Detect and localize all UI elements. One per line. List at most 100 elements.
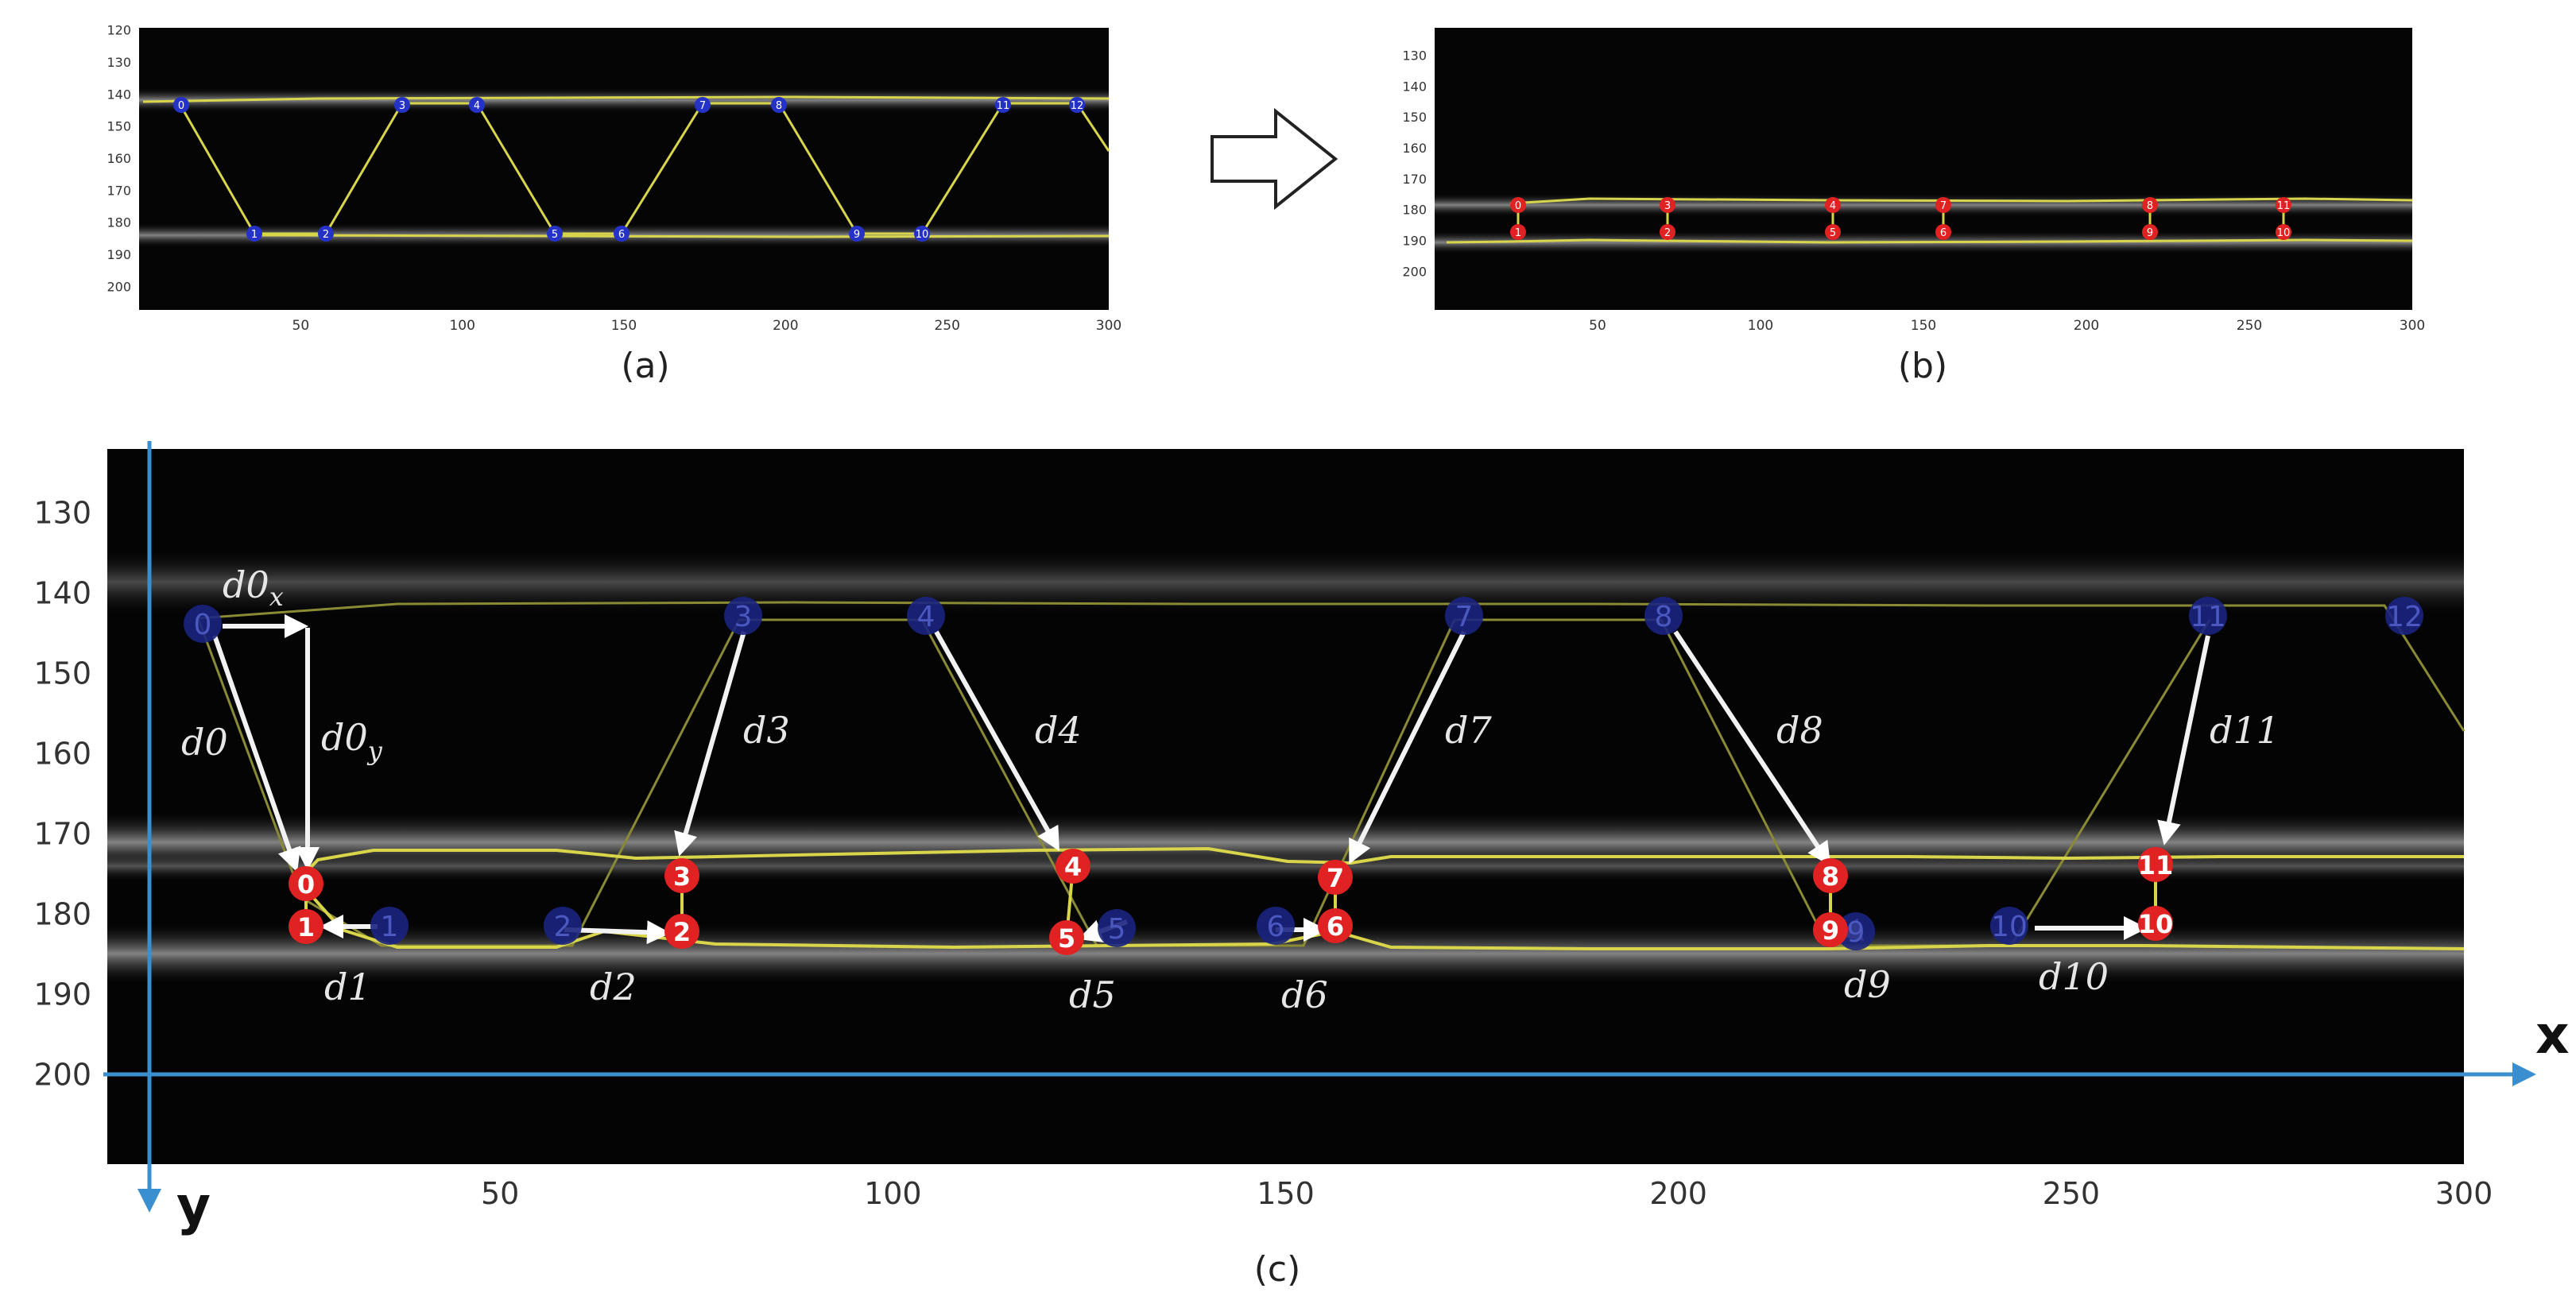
- panel-a-caption: (a): [621, 346, 669, 386]
- label-d0: d0: [181, 721, 228, 764]
- a-point-1: [246, 226, 262, 242]
- b-xtick-100: 100: [1748, 318, 1773, 334]
- panel-a-image: [139, 28, 1109, 310]
- b-point-label-9: 9: [2147, 227, 2153, 239]
- a-point-10: [914, 226, 930, 242]
- a-ytick-130: 130: [107, 55, 131, 70]
- label-d0y-main: d0: [321, 716, 368, 759]
- b-point-4: [1825, 197, 1841, 213]
- c-ytick-160: 160: [33, 736, 91, 771]
- a-point-3: [394, 97, 410, 113]
- c-blue-point-10-12: [1990, 907, 2028, 945]
- c-xtick-100: 100: [864, 1176, 922, 1211]
- b-point-label-6: 6: [1940, 227, 1947, 239]
- c-red-label-1: 1: [297, 912, 315, 942]
- a-point-7: [695, 97, 711, 113]
- a-point-label-7: 7: [699, 100, 706, 112]
- arrow-d4: [934, 630, 1059, 852]
- c-red-point-1: [289, 909, 323, 944]
- label-d3: d3: [743, 709, 790, 752]
- c-red-point-0: [289, 866, 323, 901]
- b-xtick-50: 50: [1589, 318, 1606, 334]
- c-red-label-10: 10: [2138, 909, 2174, 939]
- c-ytick-170: 170: [33, 816, 91, 851]
- c-ytick-180: 180: [33, 896, 91, 931]
- a-point-2: [318, 226, 334, 242]
- panel-c-distance-arrows: [212, 614, 2210, 945]
- panel-b-band-top: [1435, 193, 2412, 217]
- a-ytick-160: 160: [107, 151, 131, 166]
- b-ytick-140: 140: [1402, 79, 1427, 94]
- panel-c-band-4: [107, 850, 2464, 882]
- arrow-d2: [564, 920, 671, 945]
- c-blue-label-2-8: 2: [554, 911, 572, 943]
- panel-c-trace-upper: [296, 846, 2464, 882]
- c-ytick-190: 190: [33, 977, 91, 1012]
- panel-b-image: [1435, 28, 2412, 310]
- b-point-2: [1660, 224, 1675, 240]
- b-point-label-3: 3: [1664, 200, 1671, 212]
- a-ytick-180: 180: [107, 215, 131, 230]
- b-point-9: [2142, 224, 2158, 240]
- y-axis-label: y: [176, 1175, 211, 1236]
- c-red-point-3: [664, 858, 699, 893]
- c-red-label-4: 4: [1064, 852, 1082, 882]
- label-d5: d5: [1069, 973, 1116, 1016]
- label-d9: d9: [1844, 963, 1891, 1006]
- c-blue-label-11-5: 11: [2190, 601, 2226, 633]
- b-xtick-250: 250: [2237, 318, 2262, 334]
- label-d6: d6: [1281, 973, 1328, 1016]
- c-blue-point-0-0: [184, 605, 222, 643]
- panel-a-trace-top: [142, 95, 1110, 103]
- a-point-label-6: 6: [618, 229, 625, 241]
- c-blue-point-9-11: [1837, 912, 1875, 950]
- c-ytick-140: 140: [33, 575, 91, 610]
- b-point-label-1: 1: [1515, 227, 1521, 239]
- a-ytick-190: 190: [107, 247, 131, 262]
- a-point-label-8: 8: [776, 100, 782, 112]
- a-point-0: [173, 97, 189, 113]
- panel-a-trace-zigzag: [180, 102, 1110, 235]
- c-ytick-150: 150: [33, 656, 91, 691]
- c-blue-point-5-9: [1098, 909, 1136, 947]
- label-d0x-sub: x: [269, 582, 284, 612]
- c-blue-label-6-10: 6: [1267, 911, 1285, 943]
- a-point-label-1: 1: [251, 229, 258, 241]
- c-blue-label-4-2: 4: [917, 601, 935, 633]
- c-blue-label-8-4: 8: [1655, 601, 1673, 633]
- b-ytick-190: 190: [1402, 233, 1427, 248]
- c-red-label-2: 2: [673, 917, 691, 947]
- b-point-6: [1935, 224, 1951, 240]
- b-xtick-200: 200: [2074, 318, 2099, 334]
- c-blue-point-1-7: [370, 907, 409, 945]
- panel-a-band-top: [139, 87, 1109, 113]
- c-red-point-11: [2138, 847, 2173, 882]
- c-red-label-11: 11: [2138, 850, 2174, 880]
- b-point-7: [1935, 197, 1951, 213]
- c-blue-point-12-6: [2385, 597, 2423, 635]
- c-red-label-9: 9: [1822, 915, 1839, 946]
- c-red-label-6: 6: [1327, 911, 1344, 942]
- a-point-5: [547, 226, 563, 242]
- panel-b-caption: (b): [1898, 346, 1947, 386]
- label-d0x: d0x: [223, 563, 284, 612]
- transform-arrow-icon: [1211, 107, 1338, 211]
- panel-b-x-ticks: 50 100 150 200 250 300: [1589, 318, 2425, 334]
- a-point-label-9: 9: [854, 229, 860, 241]
- panel-b-y-ticks: 130 140 150 160 170 180 190 200: [1402, 48, 1427, 280]
- b-point-8: [2142, 197, 2158, 213]
- panel-c-trace-lower: [296, 879, 2465, 950]
- c-blue-point-4-2: [907, 597, 945, 635]
- panel-c-y-ticks: 130 140 150 160 170 180 190 200: [33, 495, 91, 1092]
- c-red-label-8: 8: [1822, 861, 1839, 892]
- b-point-label-7: 7: [1940, 200, 1947, 212]
- label-d10: d10: [2039, 955, 2109, 998]
- a-ytick-200: 200: [107, 279, 131, 294]
- b-point-0: [1510, 197, 1526, 213]
- b-ytick-130: 130: [1402, 48, 1427, 64]
- b-point-label-4: 4: [1830, 200, 1836, 212]
- c-red-label-3: 3: [673, 861, 691, 892]
- a-xtick-150: 150: [611, 318, 637, 334]
